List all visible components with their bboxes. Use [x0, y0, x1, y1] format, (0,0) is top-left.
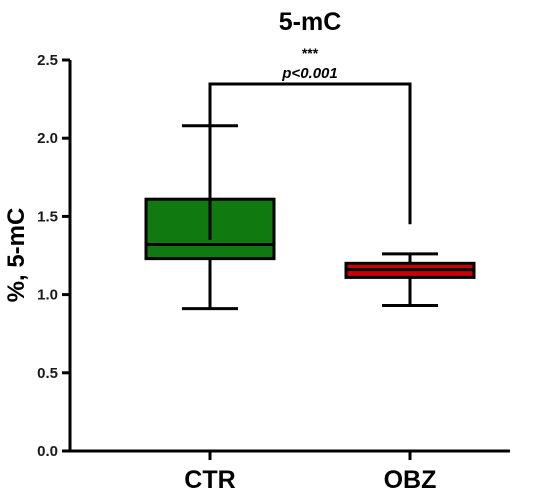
y-tick-label: 0.5 — [37, 365, 58, 382]
y-tick-label: 1.0 — [37, 287, 58, 304]
x-tick-label-ctr: CTR — [184, 466, 235, 494]
chart-title: 5-mC — [279, 8, 342, 36]
y-axis-label: %, 5-mC — [3, 208, 30, 303]
x-tick-label-obz: OBZ — [384, 466, 437, 494]
y-tick-label: 1.5 — [37, 208, 58, 225]
significance-bracket — [208, 82, 412, 240]
p-value-label: p<0.001 — [281, 65, 337, 82]
y-tick-label: 0.0 — [37, 443, 58, 460]
significance-stars: *** — [302, 45, 319, 61]
y-tick-label: 2.5 — [37, 52, 58, 69]
y-tick-label: 2.0 — [37, 130, 58, 147]
